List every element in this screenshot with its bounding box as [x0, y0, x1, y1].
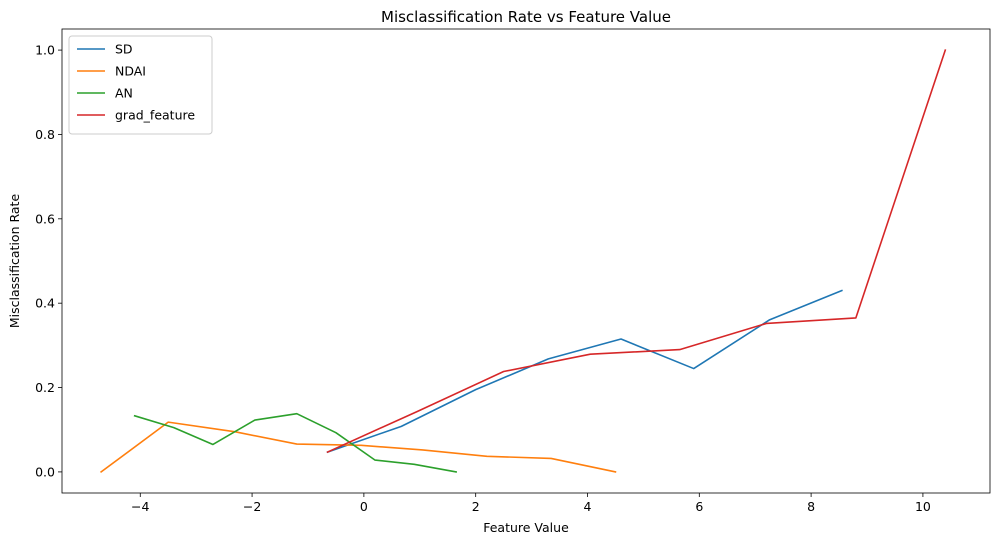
y-axis-label: Misclassification Rate	[7, 194, 22, 329]
y-tick-label: 1.0	[35, 43, 55, 58]
legend-label-an: AN	[115, 86, 133, 101]
y-tick-label: 0.6	[35, 211, 55, 226]
x-tick-label: −2	[243, 499, 261, 514]
y-tick-label: 0.2	[35, 380, 55, 395]
series-line-sd	[326, 289, 843, 454]
plot-frame	[61, 28, 991, 494]
series-line-ndai	[100, 421, 617, 474]
x-tick-label: 2	[472, 499, 480, 514]
x-tick-label: 6	[695, 499, 703, 514]
x-tick-label: 10	[915, 499, 931, 514]
legend-label-ndai: NDAI	[115, 64, 146, 79]
y-tick-label: 0.8	[35, 127, 55, 142]
x-tick-label: 8	[807, 499, 815, 514]
y-tick-label: 0.0	[35, 464, 55, 479]
axis-ticks: −4 −2 0 2 4 6 8 10 0.0 0.2 0.4 0.6 0.8 1.0	[35, 43, 931, 514]
legend-label-sd: SD	[115, 42, 133, 57]
series-line-grad-feature	[326, 49, 947, 454]
legend-box	[68, 35, 213, 135]
x-tick-label: 0	[360, 499, 368, 514]
plot-area	[100, 49, 947, 474]
series-line-an	[133, 412, 458, 473]
legend-label-grad-feature: grad_feature	[115, 108, 195, 123]
x-tick-label: 4	[584, 499, 592, 514]
x-axis-label: Feature Value	[483, 520, 569, 535]
chart-title: Misclassification Rate vs Feature Value	[381, 8, 671, 26]
y-tick-label: 0.4	[35, 296, 55, 311]
x-tick-label: −4	[131, 499, 149, 514]
legend: SD NDAI AN grad_feature	[68, 35, 213, 135]
